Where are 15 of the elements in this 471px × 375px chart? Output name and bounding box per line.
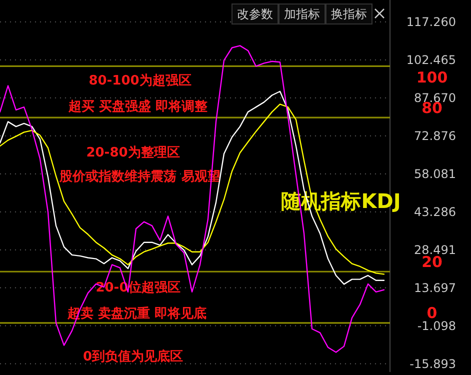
annotation: 加指标 (284, 7, 320, 22)
ref-line-label: 100 (416, 68, 448, 86)
y-tick-label: 72.876 (414, 129, 456, 144)
annotation: 改参数 (237, 7, 273, 22)
y-tick-label: 13.697 (414, 281, 456, 295)
y-tick-label: -15.893 (410, 356, 456, 371)
annotation: 超买 买盘强盛 即将调整 (67, 98, 209, 115)
annotation: 0到负值为见底区 (82, 348, 184, 365)
annotation: 80-100为超强区 (88, 74, 192, 89)
y-tick-label: 102.465 (406, 53, 456, 68)
annotation: 换指标 (331, 7, 367, 22)
y-tick-label: 58.081 (414, 167, 456, 182)
annotation: 20-80为整理区 (86, 146, 180, 161)
y-tick-label: 117.260 (406, 15, 456, 30)
y-tick-label: 43.286 (414, 205, 456, 220)
